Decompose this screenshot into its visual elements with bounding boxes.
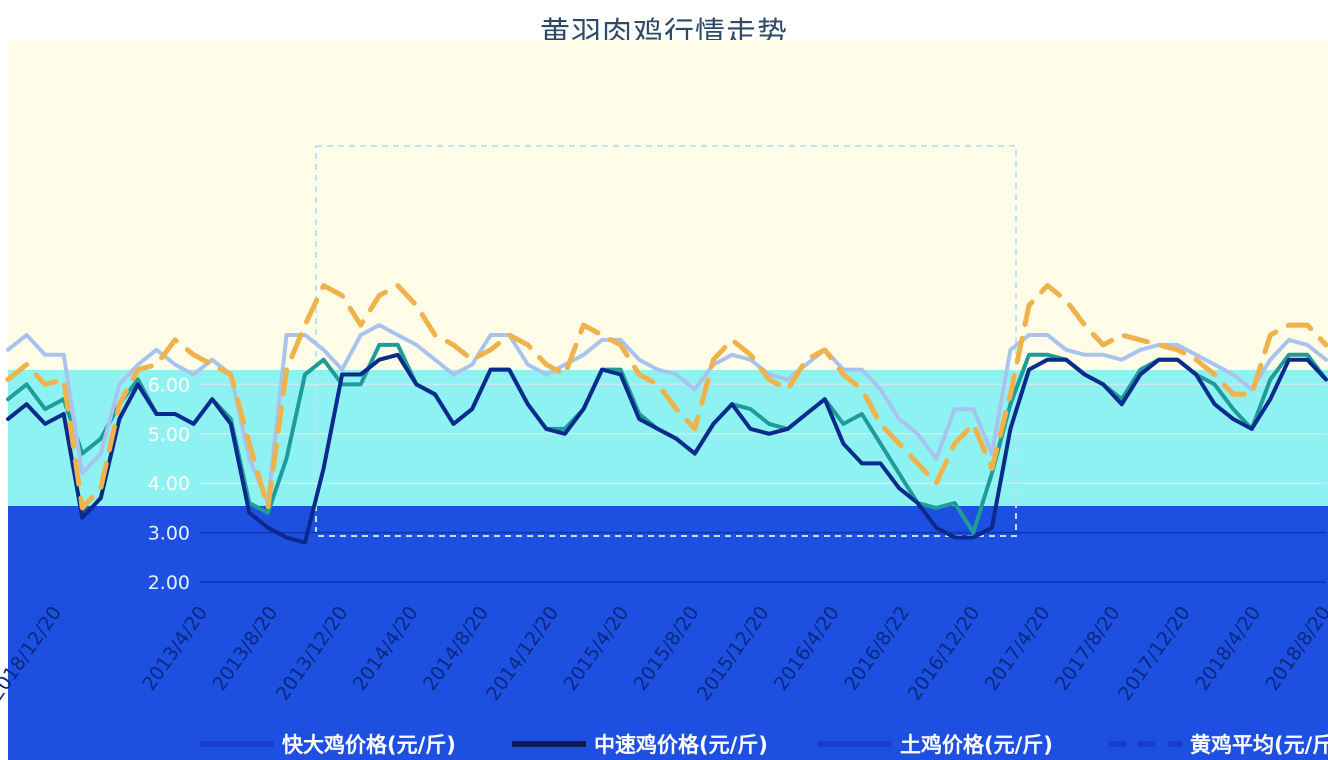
y-tick-label: 3.00 bbox=[148, 523, 190, 545]
legend-label: 中速鸡价格(元/斤) bbox=[594, 733, 768, 757]
plot-blue-band bbox=[8, 506, 1328, 760]
y-tick-label: 6.00 bbox=[148, 374, 190, 396]
y-tick-label: 2.00 bbox=[148, 572, 190, 594]
series-line-3 bbox=[5, 283, 1328, 511]
legend-label: 黄鸡平均(元/斤) bbox=[1190, 733, 1328, 757]
highlight-frame bbox=[315, 145, 1017, 537]
y-tick-label: 5.00 bbox=[148, 424, 190, 446]
plot-upper-band bbox=[8, 40, 1328, 370]
legend: 快大鸡价格(元/斤) 中速鸡价格(元/斤) 土鸡价格(元/斤) 黄鸡平均(元/斤) bbox=[200, 733, 1328, 757]
y-tick-label: 4.00 bbox=[148, 473, 190, 495]
series-lines bbox=[5, 283, 1328, 545]
legend-label: 土鸡价格(元/斤) bbox=[900, 733, 1053, 757]
legend-label: 快大鸡价格(元/斤) bbox=[282, 733, 456, 757]
series-line-1 bbox=[6, 352, 1328, 545]
y-axis: 2.00 3.00 4.00 5.00 6.00 bbox=[148, 374, 190, 594]
